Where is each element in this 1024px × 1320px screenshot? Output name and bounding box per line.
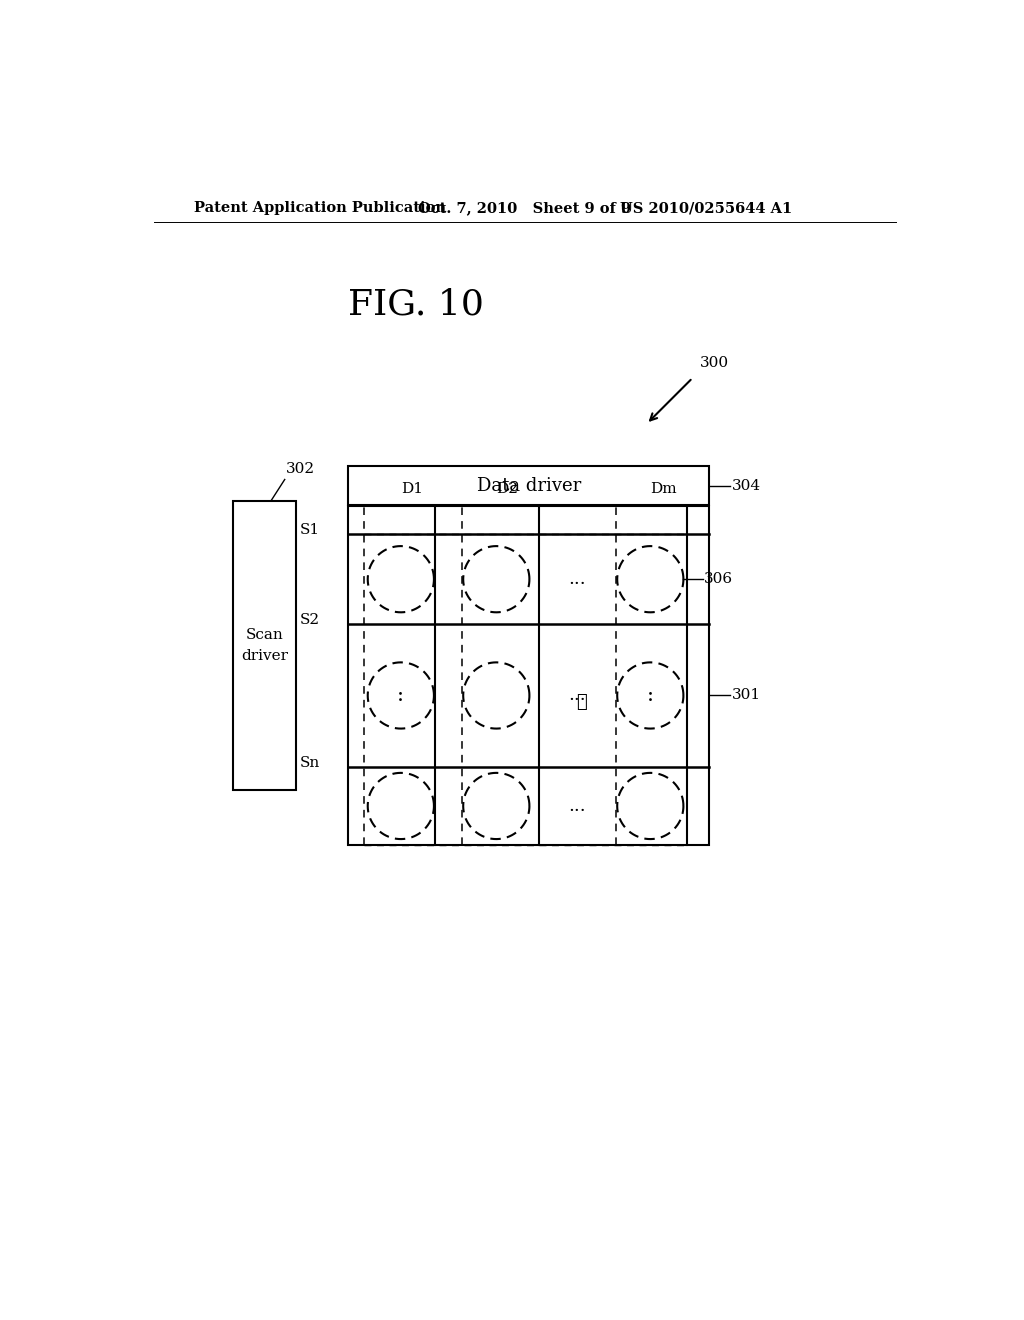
Text: D1: D1 [400, 482, 423, 496]
Text: 302: 302 [287, 462, 315, 477]
Text: 300: 300 [700, 356, 729, 370]
Text: Sn: Sn [300, 756, 321, 770]
Text: Data driver: Data driver [476, 477, 581, 495]
Text: S1: S1 [300, 523, 321, 537]
Text: 306: 306 [705, 572, 733, 586]
Text: :: : [397, 686, 404, 705]
Text: :: : [647, 686, 653, 705]
Text: 304: 304 [732, 479, 761, 492]
FancyBboxPatch shape [348, 507, 709, 845]
Text: Scan
driver: Scan driver [241, 628, 288, 663]
Text: FIG. 10: FIG. 10 [347, 288, 483, 322]
FancyBboxPatch shape [233, 502, 296, 789]
Text: ⋱: ⋱ [575, 693, 587, 710]
Text: 301: 301 [732, 689, 761, 702]
Text: ...: ... [568, 686, 586, 705]
Text: US 2010/0255644 A1: US 2010/0255644 A1 [620, 202, 792, 215]
FancyBboxPatch shape [348, 466, 709, 506]
Text: Patent Application Publication: Patent Application Publication [194, 202, 445, 215]
Text: Oct. 7, 2010   Sheet 9 of 9: Oct. 7, 2010 Sheet 9 of 9 [418, 202, 631, 215]
Text: Dm: Dm [650, 482, 677, 496]
Text: ...: ... [568, 570, 586, 589]
Text: D2: D2 [497, 482, 518, 496]
Text: ...: ... [568, 797, 586, 814]
Text: S2: S2 [300, 614, 321, 627]
